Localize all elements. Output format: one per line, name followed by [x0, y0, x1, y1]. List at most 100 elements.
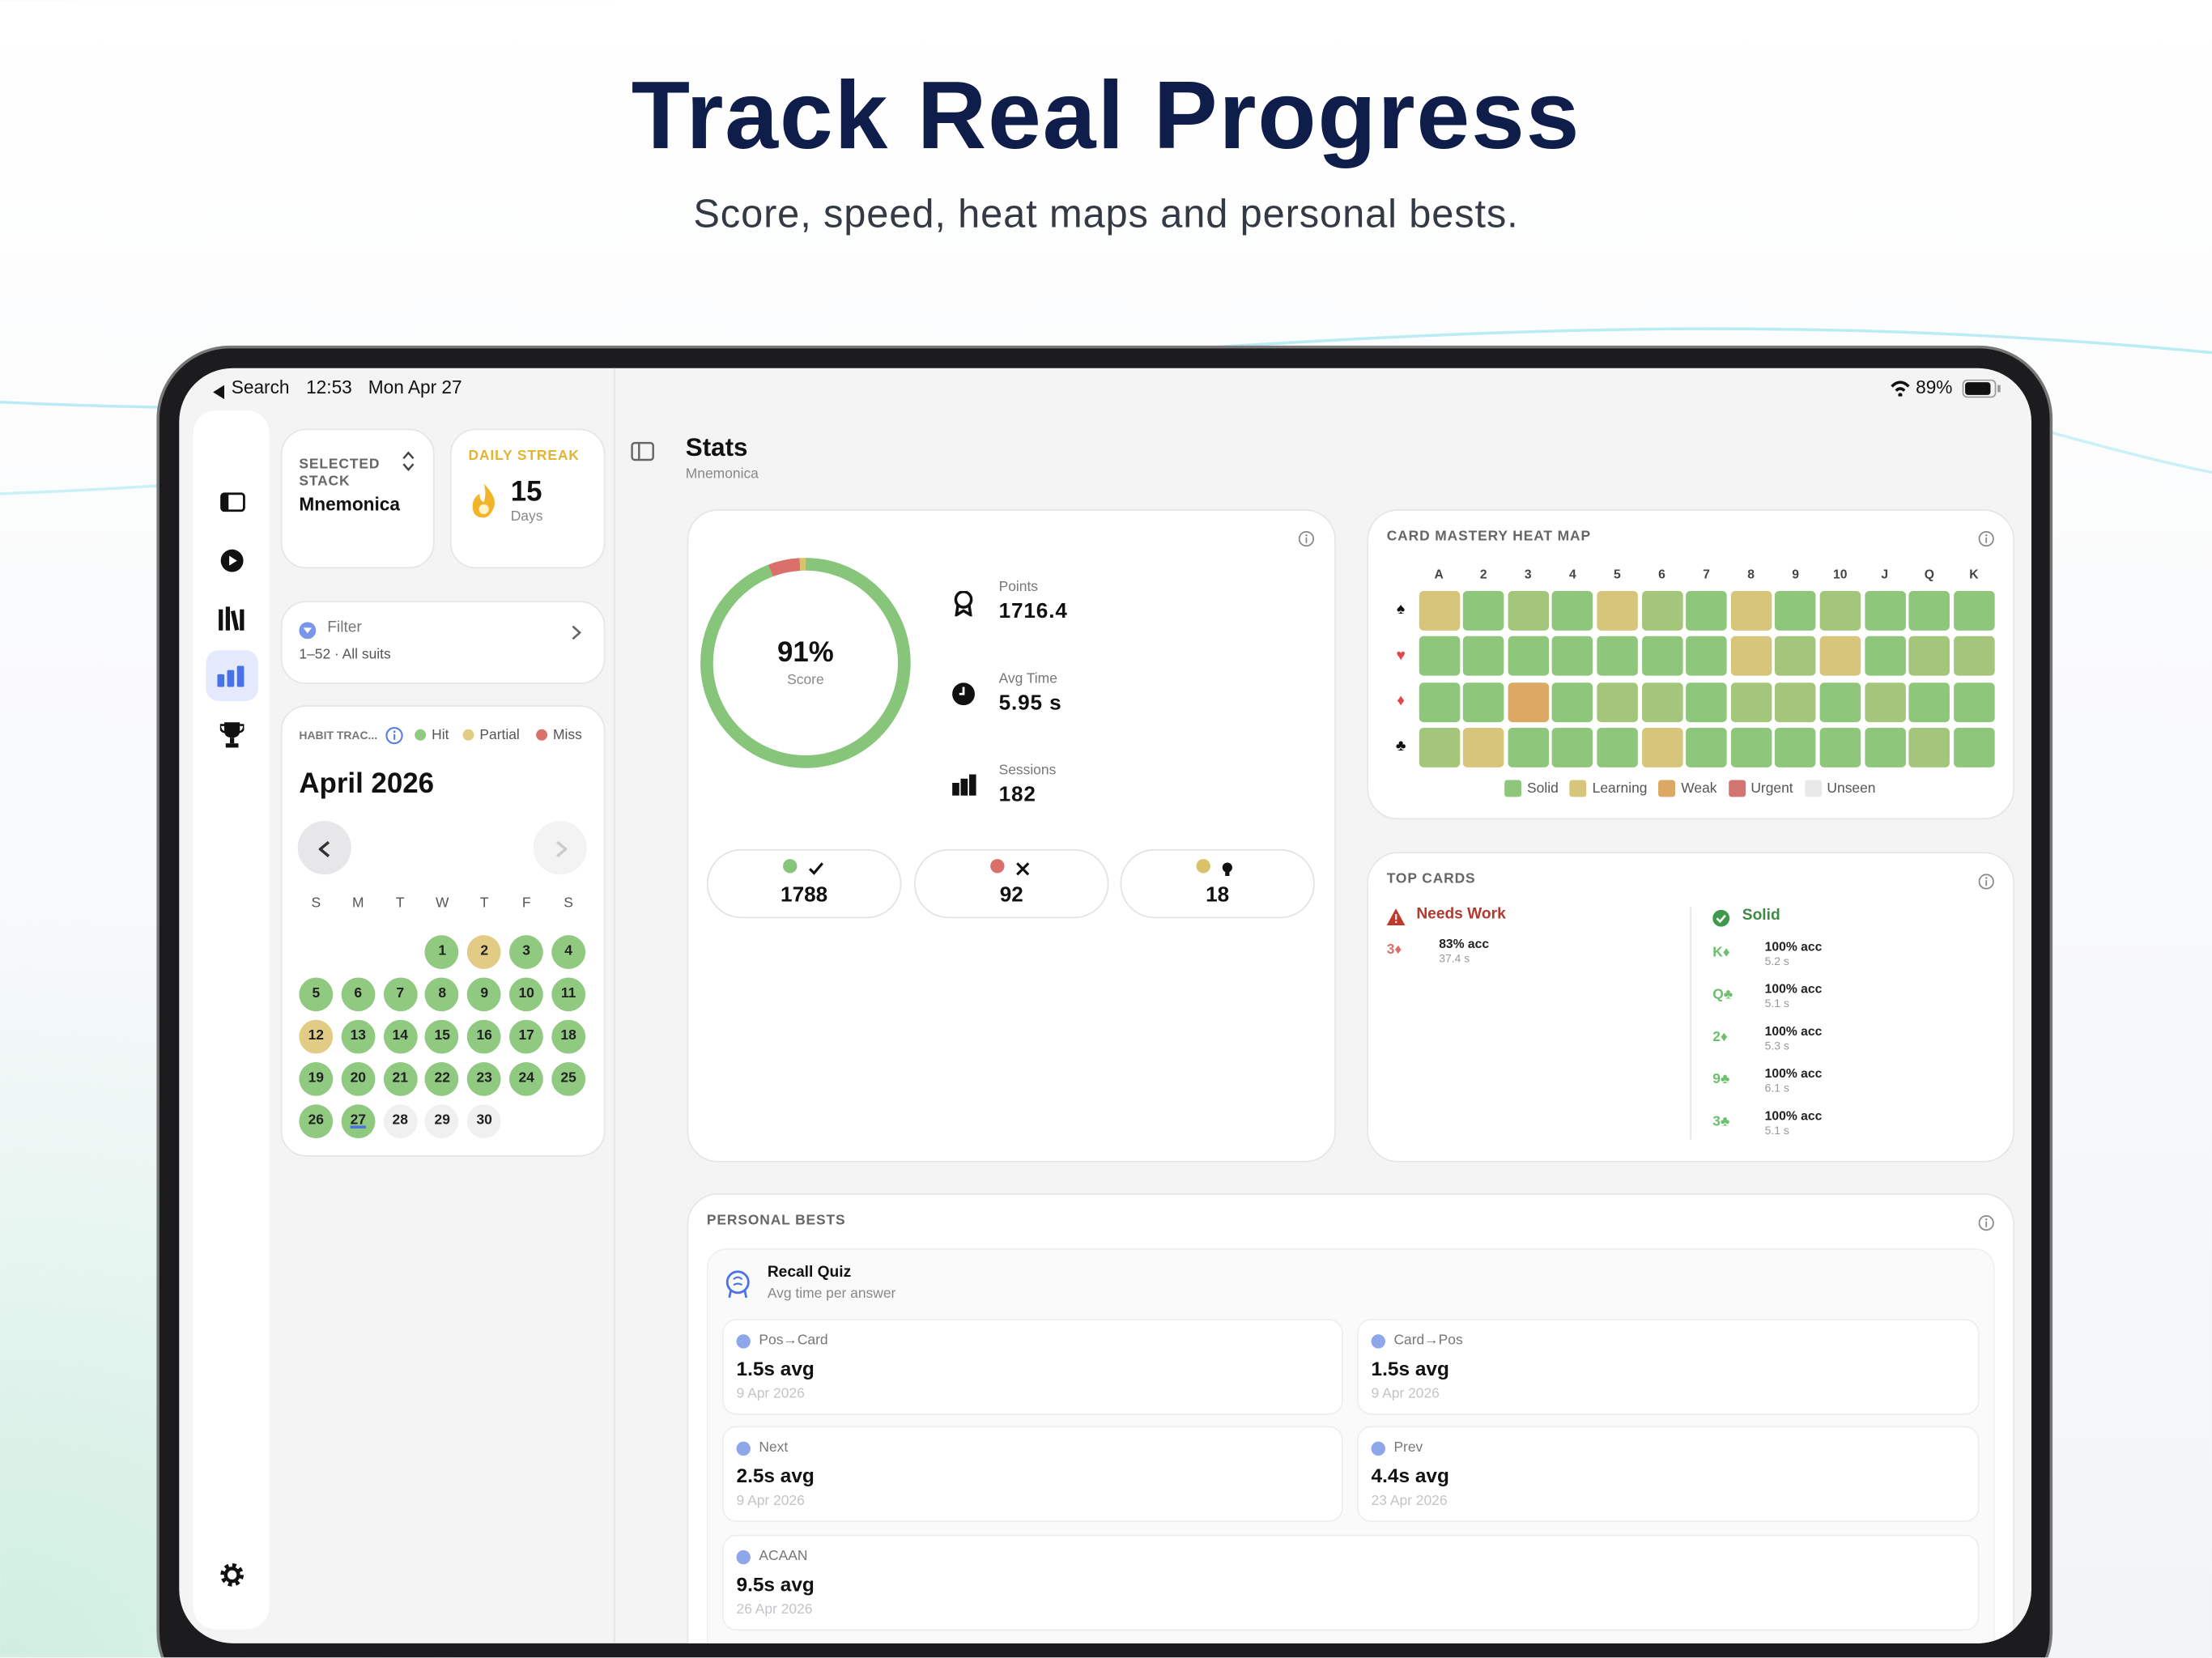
icon-shape — [960, 778, 968, 796]
best-icon — [736, 1550, 751, 1565]
icon-graphic — [556, 840, 568, 857]
calendar-day[interactable] — [341, 1019, 376, 1054]
weekday: S — [311, 895, 321, 912]
legend-item: Solid — [1504, 780, 1559, 797]
icon-shape — [1978, 874, 1994, 890]
calendar-day[interactable] — [467, 977, 502, 1012]
nav-stats[interactable] — [217, 665, 247, 694]
calendar-day-number: 30 — [476, 1112, 492, 1129]
heatmap-cell — [1418, 682, 1460, 722]
heatmap-cell — [1686, 591, 1727, 631]
heatmap-cell — [1508, 636, 1549, 677]
habit-info — [385, 726, 404, 751]
calendar-day[interactable] — [383, 1019, 418, 1054]
calendar-day[interactable] — [551, 1019, 586, 1054]
calendar-day[interactable] — [509, 1061, 544, 1096]
panel-toggle[interactable] — [631, 441, 655, 468]
calendar-day-number: 2 — [480, 943, 489, 959]
nav-settings[interactable] — [220, 1562, 245, 1594]
icon-shape — [224, 722, 240, 738]
next-chevron[interactable] — [555, 840, 568, 865]
weekday: S — [564, 895, 573, 912]
calendar-day-number: 28 — [392, 1112, 408, 1129]
filter-card[interactable] — [280, 601, 606, 685]
info-icon[interactable] — [1978, 529, 1995, 554]
heatmap-cell — [1730, 636, 1772, 677]
calendar-day-number: 18 — [560, 1028, 576, 1044]
prev-chevron[interactable] — [317, 840, 330, 865]
icon-shape — [728, 1290, 748, 1299]
best-label: Card→Pos — [1393, 1333, 1463, 1349]
icon-graphic — [385, 727, 403, 745]
calendar-day[interactable] — [299, 1019, 334, 1054]
heatmap-cell — [1597, 727, 1638, 767]
calendar-day-number: 9 — [480, 985, 489, 1002]
calendar-day[interactable] — [467, 935, 502, 969]
calendar-day[interactable] — [341, 1061, 376, 1096]
icon-shape — [1985, 534, 1988, 537]
calendar-day[interactable] — [425, 935, 460, 969]
info-icon[interactable] — [1298, 529, 1315, 554]
card-name: Q♣ — [1712, 987, 1733, 1003]
icon-shape — [303, 627, 313, 634]
calendar-day[interactable] — [299, 1061, 334, 1096]
calendar-day[interactable] — [425, 1061, 460, 1096]
metric-label: Avg Time — [998, 671, 1057, 687]
weekday: T — [395, 895, 405, 912]
icon-shape — [1395, 920, 1397, 924]
heatmap-cell — [1908, 591, 1950, 631]
icon-shape — [1965, 382, 1991, 395]
heatmap-cell — [1864, 591, 1906, 631]
calendar-day[interactable] — [383, 1061, 418, 1096]
nav-practice[interactable] — [220, 549, 245, 580]
row-label: ♣ — [1395, 738, 1406, 755]
ring-segment — [700, 558, 911, 768]
icon-graphic — [1978, 1215, 1994, 1231]
calendar-day-number: 19 — [308, 1070, 324, 1086]
column-label: Q — [1924, 566, 1934, 581]
best-value: 2.5s avg — [736, 1463, 815, 1486]
info-icon[interactable] — [1978, 1213, 1995, 1238]
status-time: 12:53 — [306, 376, 352, 398]
calendar-day[interactable] — [299, 1104, 334, 1139]
calendar-day[interactable] — [509, 977, 544, 1012]
filter-chevron[interactable] — [572, 622, 582, 647]
heatmap-cell — [1730, 682, 1772, 722]
icon-graphic — [219, 722, 245, 748]
calendar-day[interactable] — [467, 1019, 502, 1054]
heatmap-cell — [1864, 636, 1906, 677]
calendar-day[interactable] — [425, 1104, 460, 1139]
calendar-day-number: 4 — [564, 943, 572, 959]
calendar-day[interactable] — [341, 1104, 376, 1139]
info-icon[interactable] — [1978, 872, 1995, 897]
calendar-day[interactable] — [551, 1061, 586, 1096]
sidebar-toggle[interactable] — [220, 492, 245, 519]
stack-chevrons[interactable] — [402, 451, 415, 478]
calendar-day[interactable] — [509, 1019, 544, 1054]
sidebar-divider — [613, 368, 615, 1643]
calendar-day[interactable] — [425, 1019, 460, 1054]
column-label: J — [1881, 566, 1889, 581]
calendar-day[interactable] — [551, 935, 586, 969]
calendar-day-number: 17 — [518, 1028, 534, 1044]
calendar-day-number: 23 — [476, 1070, 492, 1086]
calendar-day[interactable] — [383, 1104, 418, 1139]
calendar-day[interactable] — [509, 935, 544, 969]
prev-month[interactable] — [297, 821, 351, 875]
calendar-day-number: 22 — [434, 1070, 450, 1086]
metric-icon — [952, 682, 976, 715]
calendar-day[interactable] — [467, 1061, 502, 1096]
calendar-day[interactable] — [467, 1104, 502, 1139]
calendar-day[interactable] — [299, 977, 334, 1012]
calendar-day[interactable] — [425, 977, 460, 1012]
nav-trophy[interactable] — [219, 722, 245, 755]
next-month[interactable] — [533, 821, 587, 875]
calendar-day[interactable] — [341, 977, 376, 1012]
calendar-day[interactable] — [383, 977, 418, 1012]
count-dot — [783, 859, 798, 874]
icon-graphic — [213, 385, 225, 400]
heatmap-cell — [1418, 727, 1460, 767]
calendar-day[interactable] — [551, 977, 586, 1012]
nav-library[interactable] — [219, 606, 245, 637]
calendar-day-number: 12 — [308, 1028, 324, 1044]
